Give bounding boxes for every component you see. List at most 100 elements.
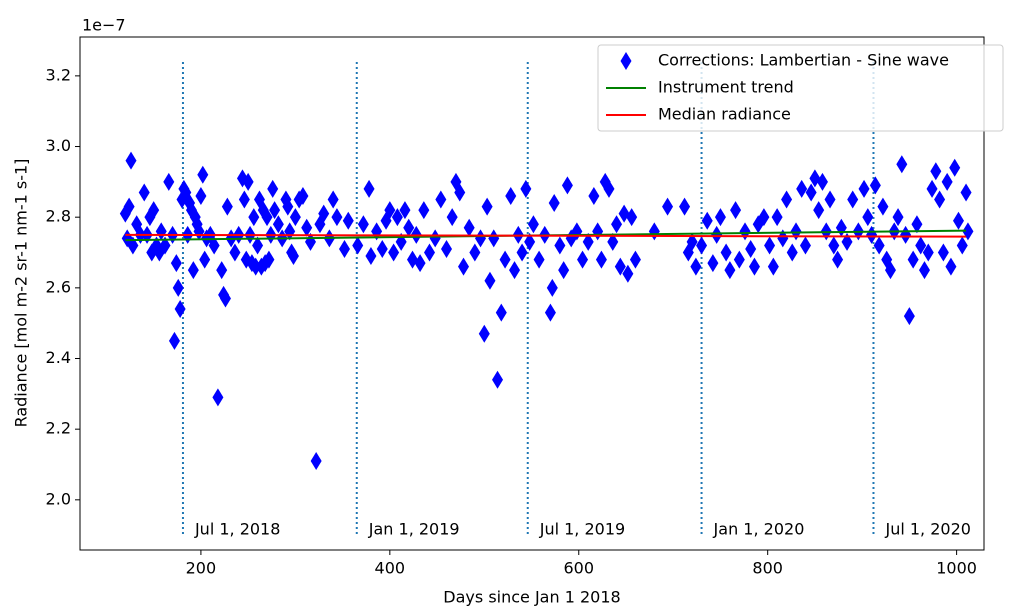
y-tick-label: 2.8 <box>46 207 71 226</box>
data-point <box>771 208 783 227</box>
data-point <box>250 257 262 276</box>
data-point <box>219 289 231 308</box>
data-point <box>622 264 634 283</box>
data-point <box>242 172 254 191</box>
data-point <box>418 201 430 220</box>
data-point <box>611 215 623 234</box>
x-tick-label: 800 <box>752 559 783 578</box>
data-point <box>595 250 607 269</box>
data-point <box>363 179 375 198</box>
data-point <box>918 261 930 280</box>
date-label: Jan 1, 2020 <box>713 520 805 539</box>
data-point <box>138 183 150 202</box>
data-point <box>527 215 539 234</box>
x-axis-label: Days since Jan 1 2018 <box>443 588 620 607</box>
data-point <box>911 215 923 234</box>
data-point <box>287 247 299 266</box>
legend-label: Median radiance <box>658 105 791 124</box>
data-point <box>159 236 171 255</box>
date-label: Jan 1, 2019 <box>368 520 460 539</box>
y-tick-label: 2.4 <box>46 348 71 367</box>
offset-label: 1e−7 <box>82 16 126 35</box>
data-point <box>786 243 798 262</box>
data-point <box>492 370 504 389</box>
data-point <box>930 162 942 181</box>
data-point <box>877 197 889 216</box>
date-label: Jul 1, 2020 <box>884 520 970 539</box>
data-point <box>907 250 919 269</box>
data-point <box>937 243 949 262</box>
data-point <box>454 183 466 202</box>
data-point <box>544 303 556 322</box>
data-point <box>960 183 972 202</box>
data-point <box>884 261 896 280</box>
data-point <box>866 225 878 244</box>
data-point <box>588 186 600 205</box>
data-point <box>475 229 487 248</box>
data-point <box>711 225 723 244</box>
data-point <box>229 243 241 262</box>
data-point <box>733 250 745 269</box>
data-point <box>724 261 736 280</box>
data-point <box>123 197 135 216</box>
data-point <box>261 208 273 227</box>
data-point <box>548 194 560 213</box>
data-point <box>926 179 938 198</box>
data-point <box>922 243 934 262</box>
data-point <box>197 165 209 184</box>
data-point <box>686 232 698 251</box>
data-point <box>745 239 757 258</box>
data-point <box>495 303 507 322</box>
x-tick-label: 600 <box>563 559 594 578</box>
data-point <box>614 257 626 276</box>
x-tick-label: 200 <box>186 559 217 578</box>
data-point <box>764 236 776 255</box>
data-point <box>781 190 793 209</box>
data-point <box>148 201 160 220</box>
data-point <box>195 186 207 205</box>
data-point <box>163 172 175 191</box>
x-tick-label: 400 <box>375 559 406 578</box>
data-point <box>720 243 732 262</box>
data-point <box>187 261 199 280</box>
data-point <box>707 254 719 273</box>
data-point <box>824 190 836 209</box>
data-point <box>221 197 233 216</box>
data-point <box>805 183 817 202</box>
date-label: Jul 1, 2018 <box>194 520 280 539</box>
data-point <box>832 250 844 269</box>
data-point <box>520 179 532 198</box>
data-point <box>499 250 511 269</box>
data-point <box>813 201 825 220</box>
data-point <box>858 179 870 198</box>
data-point <box>900 225 912 244</box>
data-point <box>956 236 968 255</box>
data-point <box>403 218 415 237</box>
y-tick-label: 2.0 <box>46 489 71 508</box>
data-point <box>516 243 528 262</box>
data-point <box>679 197 691 216</box>
data-point <box>934 190 946 209</box>
data-point <box>327 190 339 209</box>
data-point <box>896 155 908 174</box>
data-point <box>626 208 638 227</box>
data-point <box>892 208 904 227</box>
data-point <box>662 197 674 216</box>
data-point <box>790 222 802 241</box>
data-point <box>758 208 770 227</box>
data-point <box>399 201 411 220</box>
data-point <box>730 201 742 220</box>
data-point <box>352 236 364 255</box>
data-point <box>269 201 281 220</box>
data-point <box>941 172 953 191</box>
data-point <box>318 204 330 223</box>
data-point <box>212 388 224 407</box>
data-point <box>384 201 396 220</box>
data-point <box>558 261 570 280</box>
data-point <box>435 190 447 209</box>
y-tick-label: 3.0 <box>46 136 71 155</box>
data-point <box>429 229 441 248</box>
data-point <box>748 257 760 276</box>
data-point <box>796 179 808 198</box>
legend-marker <box>620 52 632 70</box>
